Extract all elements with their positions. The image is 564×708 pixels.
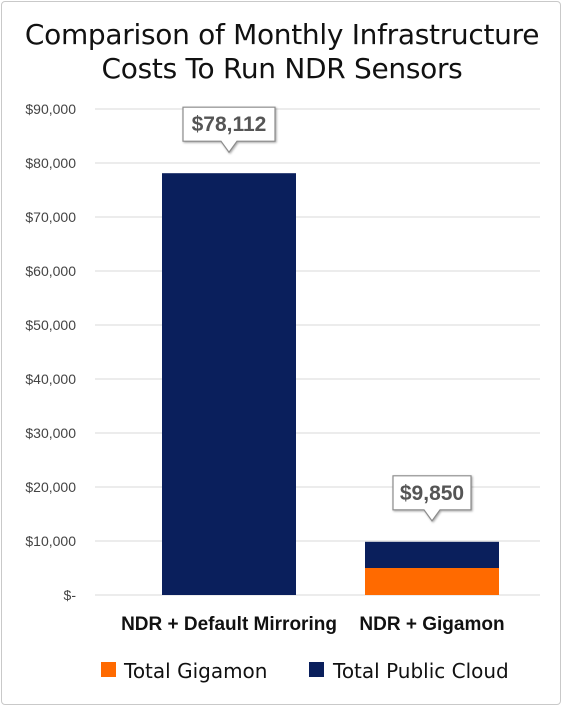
x-category-label: NDR + Default Mirroring [121,614,337,635]
y-tick-label: $10,000 [25,533,76,549]
legend-swatch [309,662,324,677]
total-callout [182,106,276,154]
y-tick-label: $40,000 [25,371,76,387]
chart-title-line-1: Comparison of Monthly Infrastructure [24,18,540,51]
y-tick-label: $80,000 [25,155,76,171]
legend-swatch [101,662,116,677]
bar-segment [365,568,499,595]
y-tick-label: $20,000 [25,479,76,495]
total-callout [392,475,472,522]
bar-segment [162,173,296,596]
y-tick-label: $90,000 [25,101,76,117]
y-tick-label: $50,000 [25,317,76,333]
total-callout-label: $78,112 [192,113,267,136]
legend-label: Total Gigamon [123,659,267,683]
bar-segment [365,541,499,568]
y-tick-label: $60,000 [25,263,76,279]
legend-label: Total Public Cloud [332,659,509,683]
total-callout-label: $9,850 [400,482,464,505]
x-category-label: NDR + Gigamon [359,614,504,635]
chart-title-line-2: Costs To Run NDR Sensors [101,52,463,85]
chart-title: Comparison of Monthly Infrastructure Cos… [0,18,564,86]
y-tick-label: $30,000 [25,425,76,441]
y-tick-label: $- [64,587,77,603]
y-tick-label: $70,000 [25,209,76,225]
